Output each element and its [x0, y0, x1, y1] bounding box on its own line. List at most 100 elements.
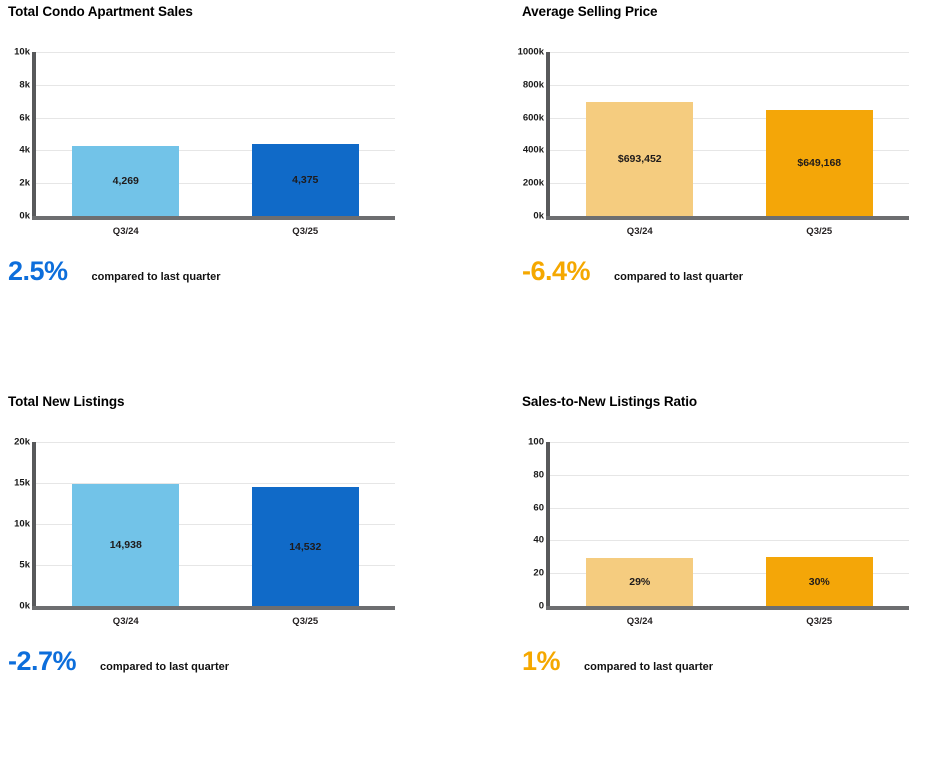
- bar-q3-25[interactable]: [765, 557, 873, 606]
- y-tick-label: 100: [528, 436, 544, 448]
- quarter-change-stat: 2.5% compared to last quarter: [8, 256, 221, 287]
- bar-value-label: $649,168: [797, 157, 842, 169]
- chart-title: Average Selling Price: [522, 4, 658, 19]
- gridline: [550, 52, 909, 53]
- x-category-label: Q3/25: [806, 226, 833, 237]
- y-tick-label: 400k: [522, 144, 544, 156]
- y-tick-label: 2k: [19, 177, 30, 189]
- y-tick-label: 0k: [533, 210, 544, 222]
- gridline: [550, 507, 909, 509]
- chart-card-total-new-listings: Total New Listings 20k 15k 10k 5k 0k 14,938 Q…: [8, 390, 428, 700]
- x-category-label: Q3/24: [112, 226, 139, 237]
- y-tick-label: 6k: [19, 112, 30, 124]
- x-axis-line: [546, 216, 909, 220]
- plot-area: 14,938 Q3/24 14,532 Q3/25: [32, 442, 395, 627]
- y-tick-label: 80: [533, 469, 544, 481]
- y-tick-label: 200k: [522, 177, 544, 189]
- y-tick-label: 40: [533, 534, 544, 546]
- x-category-label: Q3/25: [292, 226, 319, 237]
- gridline: [36, 524, 395, 525]
- bar-value-label: 4,375: [292, 174, 319, 186]
- y-tick-label: 0k: [19, 600, 30, 612]
- y-tick-label: 0k: [19, 210, 30, 222]
- gridline: [550, 474, 909, 476]
- y-tick-label: 60: [533, 502, 544, 514]
- gridline: [550, 183, 909, 185]
- gridline: [36, 52, 395, 53]
- stat-percentage: 2.5%: [8, 256, 68, 286]
- x-axis-line: [32, 216, 395, 220]
- y-tick-label: 8k: [19, 79, 30, 91]
- plot-area: 29% Q3/24 30% Q3/25: [546, 442, 909, 627]
- stat-note: compared to last quarter: [584, 661, 714, 673]
- bar-q3-24[interactable]: [586, 102, 694, 216]
- chart-title: Sales-to-New Listings Ratio: [522, 394, 698, 409]
- y-tick-label: 800k: [522, 79, 544, 91]
- chart-title: Total Condo Apartment Sales: [8, 4, 193, 19]
- gridline: [36, 565, 395, 566]
- bar-q3-24[interactable]: [586, 558, 694, 606]
- stat-percentage: -2.7%: [8, 646, 77, 676]
- x-category-label: Q3/24: [112, 616, 139, 627]
- x-category-label: Q3/24: [626, 616, 653, 627]
- gridline: [550, 540, 909, 542]
- y-tick-label: 20: [533, 567, 544, 579]
- bar-q3-25[interactable]: [251, 144, 359, 216]
- bar-q3-24[interactable]: [72, 146, 180, 216]
- y-tick-label: 10k: [14, 518, 30, 530]
- quarter-change-stat: 1% compared to last quarter: [522, 646, 713, 677]
- x-category-label: Q3/24: [626, 226, 653, 237]
- y-axis-labels: 10k 8k 6k 4k 2k 0k: [8, 0, 30, 310]
- quarter-change-stat: -2.7% compared to last quarter: [8, 646, 229, 677]
- gridline: [36, 117, 395, 119]
- bar-q3-25[interactable]: [251, 487, 359, 606]
- gridline: [550, 573, 909, 575]
- bar-q3-25[interactable]: [765, 110, 873, 216]
- y-tick-label: 1000k: [517, 46, 544, 58]
- bar-value-label: 30%: [808, 575, 830, 588]
- bar-value-label: 29%: [629, 576, 651, 588]
- y-axis-line: [546, 442, 550, 610]
- y-tick-label: 10k: [14, 46, 30, 58]
- gridline: [36, 483, 395, 484]
- y-axis-labels: 1000k 800k 600k 400k 200k 0k: [518, 0, 544, 310]
- gridline: [550, 150, 909, 152]
- chart-card-average-selling-price: Average Selling Price 1000k 800k 600k 400k 2…: [518, 0, 931, 310]
- y-tick-label: 20k: [14, 436, 30, 448]
- bar-value-label: 4,269: [112, 175, 139, 187]
- gridline: [36, 183, 395, 185]
- gridline: [550, 84, 909, 86]
- chart-title: Total New Listings: [8, 394, 125, 409]
- bar-value-label: 14,532: [289, 540, 322, 553]
- stat-percentage: -6.4%: [522, 256, 591, 286]
- stat-note: compared to last quarter: [91, 271, 221, 283]
- stat-percentage: 1%: [522, 646, 561, 676]
- y-axis-line: [546, 52, 550, 220]
- x-axis-line: [32, 606, 395, 610]
- gridline: [36, 442, 395, 443]
- bar-value-label: $693,452: [617, 153, 662, 165]
- quarter-change-stat: -6.4% compared to last quarter: [522, 256, 743, 287]
- y-tick-label: 5k: [19, 559, 30, 571]
- y-tick-label: 0: [538, 600, 544, 612]
- chart-card-sales-to-new-listings-ratio: Sales-to-New Listings Ratio 100 80 60 40 20 0…: [522, 390, 931, 700]
- y-axis-labels: 100 80 60 40 20 0: [522, 390, 544, 700]
- gridline: [550, 442, 909, 443]
- plot-area: 4,269 Q3/24 4,375 Q3/25: [32, 52, 395, 237]
- chart-card-total-condo-apartment-sales: Total Condo Apartment Sales 10k 8k 6k 4k 2k 0…: [8, 0, 428, 310]
- stat-note: compared to last quarter: [614, 271, 744, 283]
- x-category-label: Q3/25: [292, 616, 319, 627]
- x-category-label: Q3/25: [806, 616, 833, 627]
- bar-q3-24[interactable]: [72, 484, 180, 606]
- y-axis-labels: 20k 15k 10k 5k 0k: [8, 390, 30, 700]
- bar-value-label: 14,938: [109, 539, 142, 551]
- y-axis-line: [32, 52, 36, 220]
- y-tick-label: 4k: [19, 144, 30, 156]
- y-axis-line: [32, 442, 36, 610]
- stat-note: compared to last quarter: [100, 661, 230, 673]
- gridline: [36, 84, 395, 86]
- x-axis-line: [546, 606, 909, 610]
- plot-area: $693,452 Q3/24 $649,168 Q3/25: [546, 52, 909, 237]
- y-tick-label: 600k: [522, 112, 544, 124]
- y-tick-label: 15k: [14, 477, 30, 489]
